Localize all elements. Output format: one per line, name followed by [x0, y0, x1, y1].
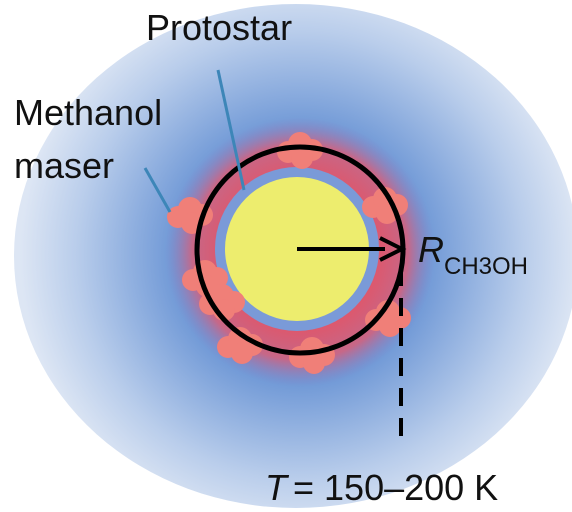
temperature-value: = 150–200 K: [293, 467, 498, 508]
page: {"labels": {"protostar": "Protostar", "m…: [0, 0, 572, 512]
radius-symbol: R: [418, 229, 444, 270]
temperature-symbol: T: [265, 467, 290, 508]
maser-label: Methanol: [14, 92, 162, 133]
temperature-label: T= 150–200 K: [265, 467, 498, 508]
maser-label: maser: [14, 145, 114, 186]
radius-subscript: CH3OH: [444, 253, 528, 280]
diagram: Protostar Methanol maser RCH3OH T= 150–2…: [0, 0, 572, 512]
protostar-label: Protostar: [146, 7, 292, 48]
